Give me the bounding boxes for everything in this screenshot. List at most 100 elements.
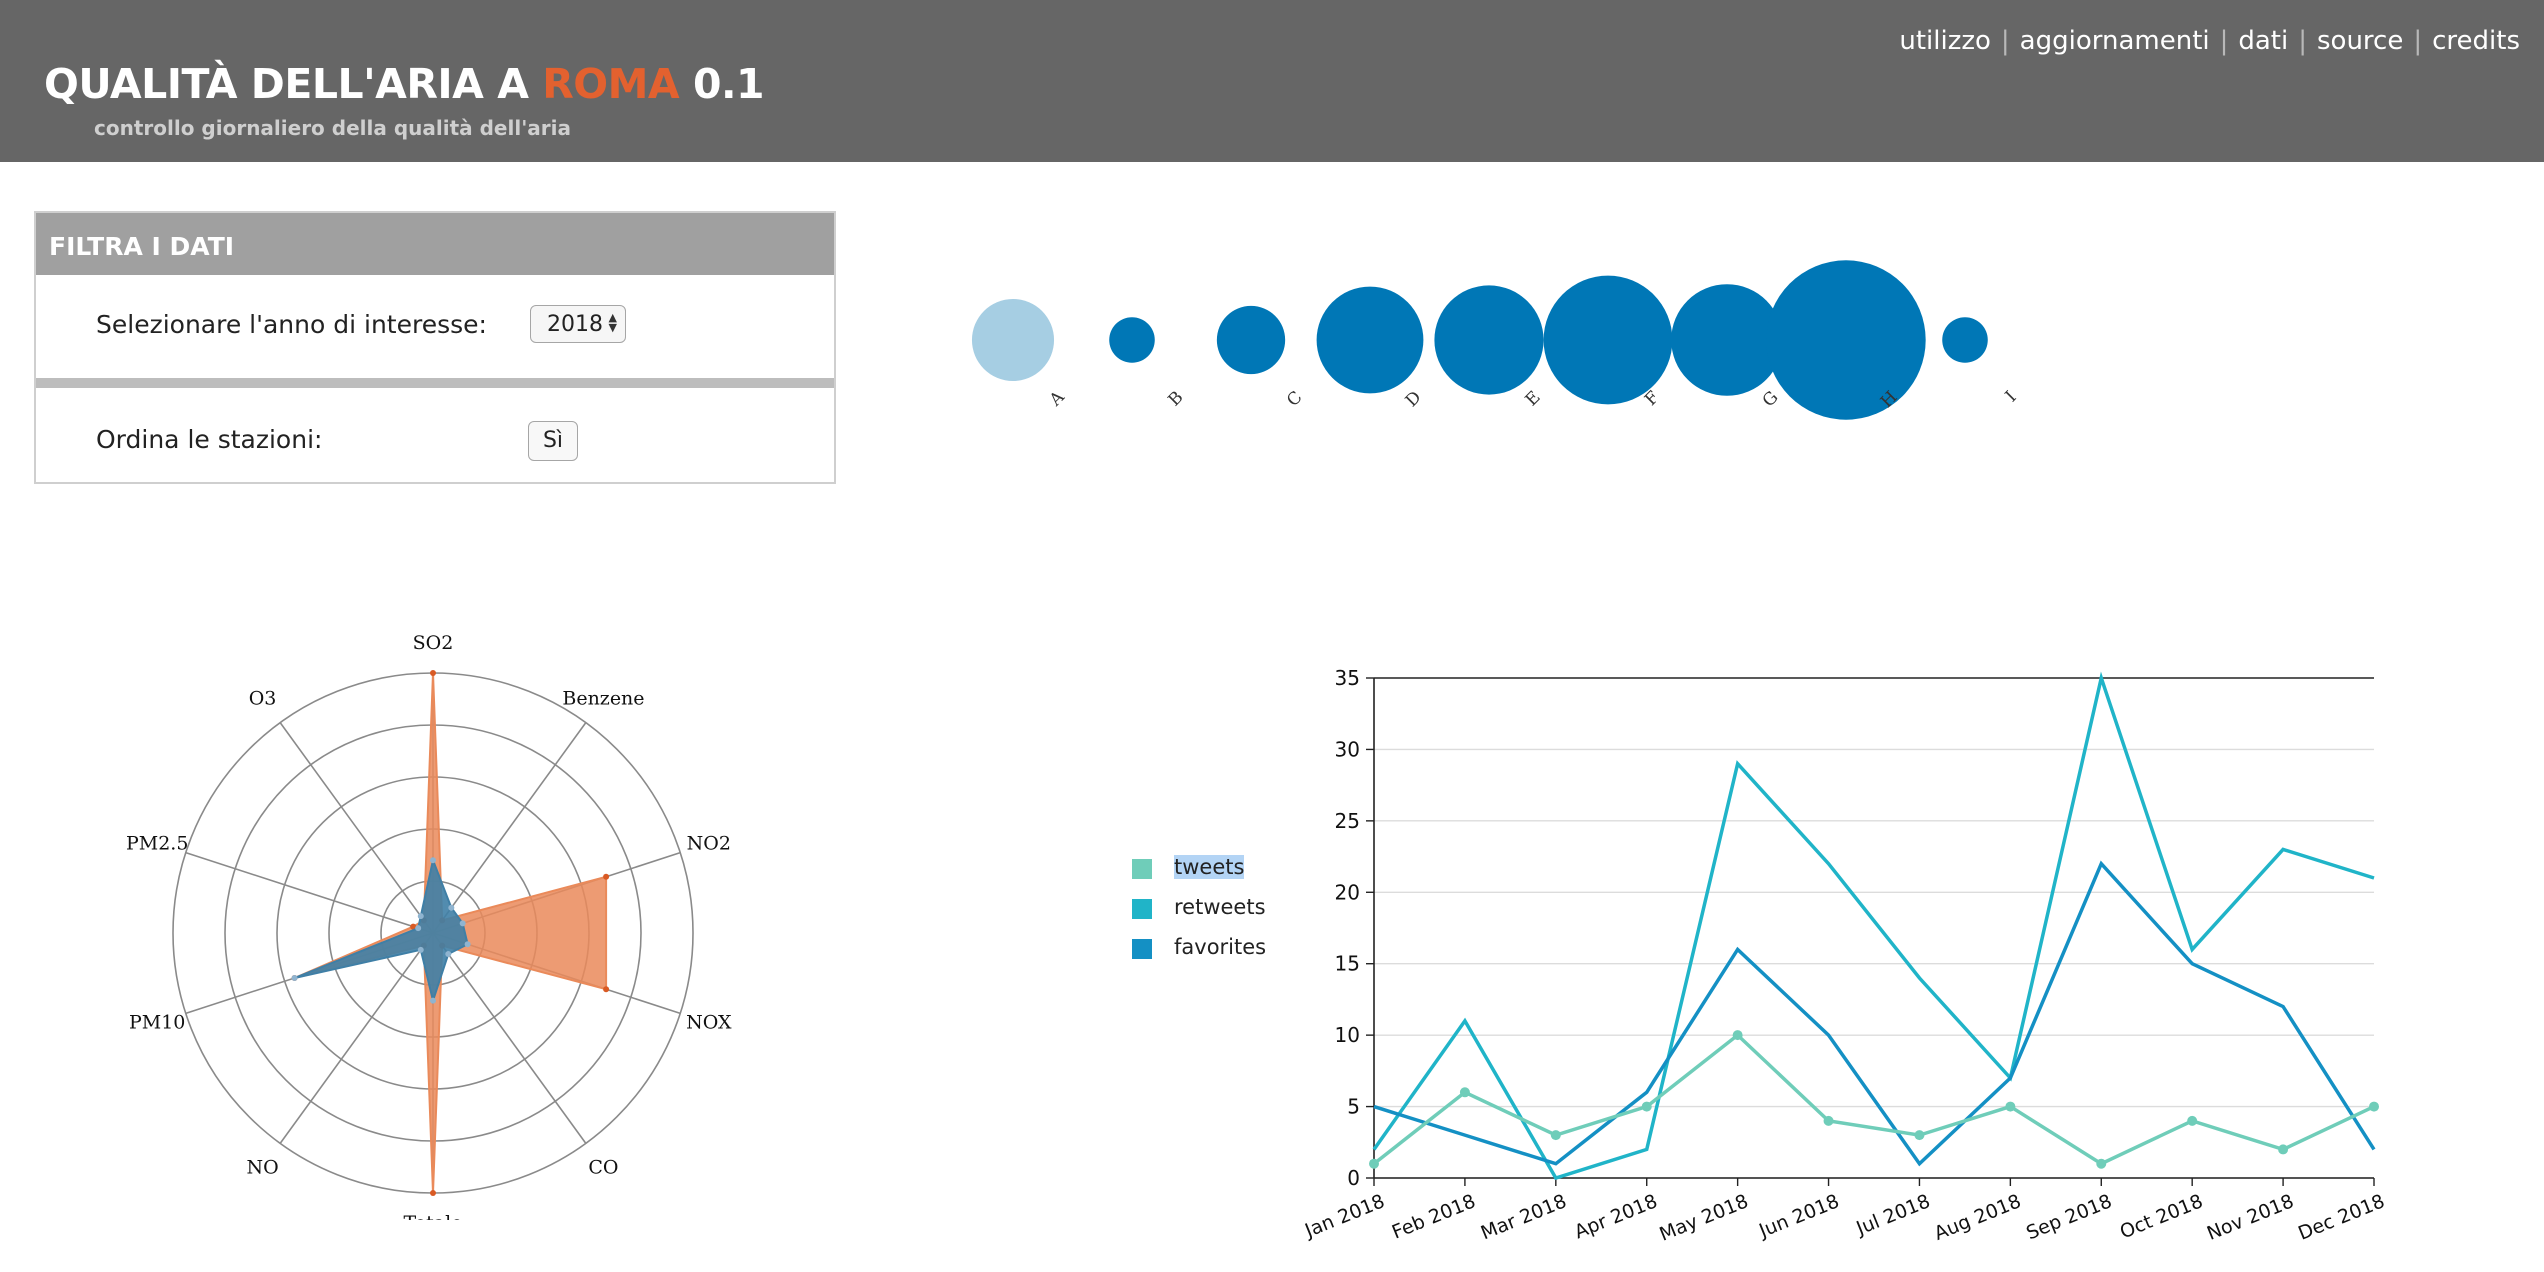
- nav-credits[interactable]: credits: [2432, 26, 2520, 56]
- pollutant-radar-chart: SO2 Benzene NO2 NOX CO Totale NO PM10 PM2.5 O3: [126, 632, 732, 1220]
- point-tweets[interactable]: [2369, 1101, 2379, 1112]
- point-tweets[interactable]: [1732, 1030, 1743, 1041]
- station-bubble-b[interactable]: [1109, 317, 1155, 363]
- x-tick-label: May 2018: [1656, 1190, 1751, 1245]
- point-tweets[interactable]: [2278, 1144, 2289, 1155]
- point-tweets[interactable]: [1550, 1130, 1561, 1141]
- station-bubble-e[interactable]: [1434, 285, 1544, 395]
- point-tweets[interactable]: [1914, 1130, 1925, 1141]
- filter-title: FILTRA I DATI: [49, 232, 235, 261]
- y-tick-label: 30: [1335, 737, 1360, 761]
- nav-aggiornamenti[interactable]: aggiornamenti: [2019, 26, 2210, 56]
- radar-axis-label-so2: SO2: [413, 632, 454, 654]
- station-bubble-g[interactable]: [1671, 284, 1783, 396]
- radar-point: [603, 873, 610, 880]
- point-tweets[interactable]: [1369, 1158, 1379, 1169]
- radar-point: [291, 974, 298, 981]
- station-bubble-a[interactable]: [971, 298, 1055, 382]
- y-tick-label: 25: [1335, 809, 1360, 833]
- station-bubble-f[interactable]: [1543, 275, 1673, 405]
- radar-point: [603, 986, 610, 993]
- x-tick-label: Dec 2018: [2295, 1190, 2388, 1245]
- line-series-tweets[interactable]: [1372, 1032, 2375, 1166]
- radar-point: [430, 670, 436, 676]
- legend-item-retweets[interactable]: retweets: [1132, 895, 1292, 921]
- nav-utilizzo[interactable]: utilizzo: [1899, 26, 1991, 56]
- x-tick-label: Jan 2018: [1301, 1190, 1388, 1242]
- legend-label-favorites: favorites: [1174, 935, 1267, 959]
- line-series-favorites[interactable]: [1373, 860, 2376, 1167]
- y-tick-label: 35: [1335, 666, 1360, 690]
- station-label-d: D: [1402, 387, 1426, 411]
- legend-swatch-tweets: [1132, 859, 1152, 879]
- radar-axis-label-benzene: Benzene: [562, 687, 644, 709]
- app-subtitle: controllo giornaliero della qualità dell…: [94, 116, 572, 140]
- x-tick-label: Apr 2018: [1571, 1190, 1660, 1243]
- app-header: QUALITÀ DELL'ARIA A ROMA 0.1 controllo g…: [0, 0, 2544, 162]
- y-tick-label: 15: [1335, 952, 1360, 976]
- radar-axis-label-pm25: PM2.5: [126, 832, 188, 854]
- filter-header: FILTRA I DATI: [36, 213, 834, 275]
- station-label-a: A: [1045, 387, 1069, 411]
- radar-axis-line: [279, 932, 434, 1144]
- year-select[interactable]: 2018 ▲ ▼: [530, 305, 626, 343]
- point-tweets[interactable]: [2096, 1158, 2107, 1169]
- x-tick-label: Jun 2018: [1755, 1190, 1842, 1242]
- radar-axis-line: [185, 851, 434, 934]
- y-tick-label: 0: [1347, 1166, 1360, 1190]
- y-tick-label: 10: [1335, 1023, 1360, 1047]
- legend-swatch-retweets: [1132, 899, 1152, 919]
- y-tick-label: 20: [1335, 880, 1360, 904]
- radar-point: [464, 941, 471, 948]
- station-bubble-h[interactable]: [1766, 260, 1926, 420]
- radar-axis-label-co: CO: [588, 1157, 618, 1179]
- filter-divider: [36, 378, 834, 388]
- x-tick-label: Mar 2018: [1478, 1190, 1570, 1244]
- x-tick-label: Oct 2018: [2117, 1190, 2206, 1243]
- x-tick-label: Jul 2018: [1852, 1190, 1933, 1240]
- sort-button[interactable]: Sì: [528, 421, 578, 461]
- nav-source[interactable]: source: [2317, 26, 2404, 56]
- legend-item-tweets[interactable]: tweets: [1132, 855, 1292, 881]
- radar-point: [445, 951, 452, 958]
- app-title: QUALITÀ DELL'ARIA A ROMA 0.1: [44, 60, 765, 108]
- radar-point: [410, 923, 417, 930]
- radar-point: [430, 857, 436, 864]
- station-bubble-d[interactable]: [1316, 286, 1424, 394]
- legend-swatch-favorites: [1132, 939, 1152, 959]
- point-tweets[interactable]: [2005, 1101, 2016, 1112]
- top-nav: utilizzo | aggiornamenti | dati | source | credi…: [1899, 26, 2520, 56]
- line-series-retweets[interactable]: [1372, 671, 2375, 1181]
- x-tick-label: Aug 2018: [1931, 1190, 2024, 1245]
- legend-label-tweets: tweets: [1174, 855, 1245, 879]
- city-name: ROMA: [542, 60, 680, 108]
- radar-point: [417, 946, 424, 953]
- radar-axis-label-nox: NOX: [686, 1012, 732, 1034]
- radar-axis-label-no2: NO2: [687, 832, 731, 854]
- point-tweets[interactable]: [2187, 1115, 2198, 1126]
- sort-label: Ordina le stazioni:: [96, 425, 323, 454]
- year-label: Selezionare l'anno di interesse:: [96, 310, 487, 339]
- point-tweets[interactable]: [1641, 1101, 1652, 1112]
- point-tweets[interactable]: [1823, 1115, 1834, 1126]
- radar-point: [415, 925, 422, 932]
- radar-axis-label-no: NO: [246, 1157, 278, 1179]
- station-label-b: B: [1165, 387, 1188, 410]
- legend-label-retweets: retweets: [1174, 895, 1266, 919]
- station-bubble-i[interactable]: [1942, 317, 1988, 363]
- station-bubble-c[interactable]: [1216, 305, 1286, 375]
- nav-dati[interactable]: dati: [2238, 26, 2289, 56]
- radar-axis-line: [432, 722, 587, 934]
- point-tweets[interactable]: [1459, 1087, 1470, 1098]
- radar-axis-line: [432, 932, 587, 1144]
- radar-axis-label-o3: O3: [249, 687, 277, 709]
- x-tick-label: Sep 2018: [2023, 1190, 2115, 1244]
- radar-axis-line: [279, 722, 434, 934]
- year-value: 2018: [547, 312, 603, 337]
- legend-item-favorites[interactable]: favorites: [1132, 935, 1292, 961]
- x-tick-label: Nov 2018: [2204, 1190, 2297, 1245]
- x-tick-label: Feb 2018: [1389, 1190, 1479, 1243]
- radar-point: [459, 920, 466, 927]
